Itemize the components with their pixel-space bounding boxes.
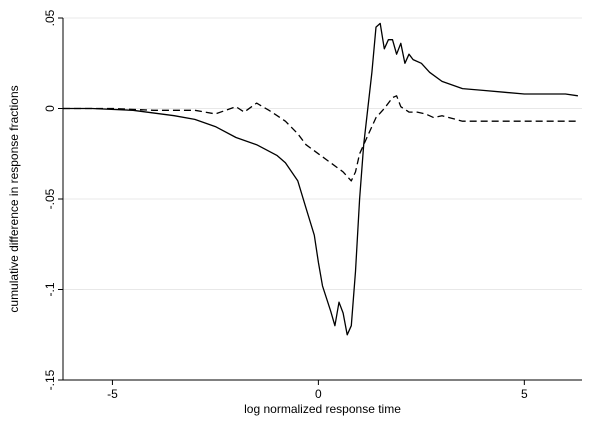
y-tick-label-3: 0 — [43, 105, 57, 112]
axes: -5 0 5 -.15 -.1 -.05 0 .05 — [43, 9, 582, 401]
y-axis-title: cumulative difference in response fracti… — [7, 85, 21, 312]
x-tick-label-2: 5 — [521, 387, 528, 401]
x-tick-label-1: 0 — [315, 387, 322, 401]
series-lines — [63, 22, 578, 336]
series-line-solid — [63, 22, 578, 336]
y-tick-label-1: -.1 — [43, 282, 57, 296]
y-tick-label-0: -.15 — [43, 369, 57, 390]
y-tick-label-4: .05 — [43, 9, 57, 26]
y-tick-label-2: -.05 — [43, 188, 57, 209]
x-tick-label-0: -5 — [107, 387, 118, 401]
x-axis-title: log normalized response time — [244, 402, 401, 416]
series-line-dashed — [63, 95, 578, 182]
